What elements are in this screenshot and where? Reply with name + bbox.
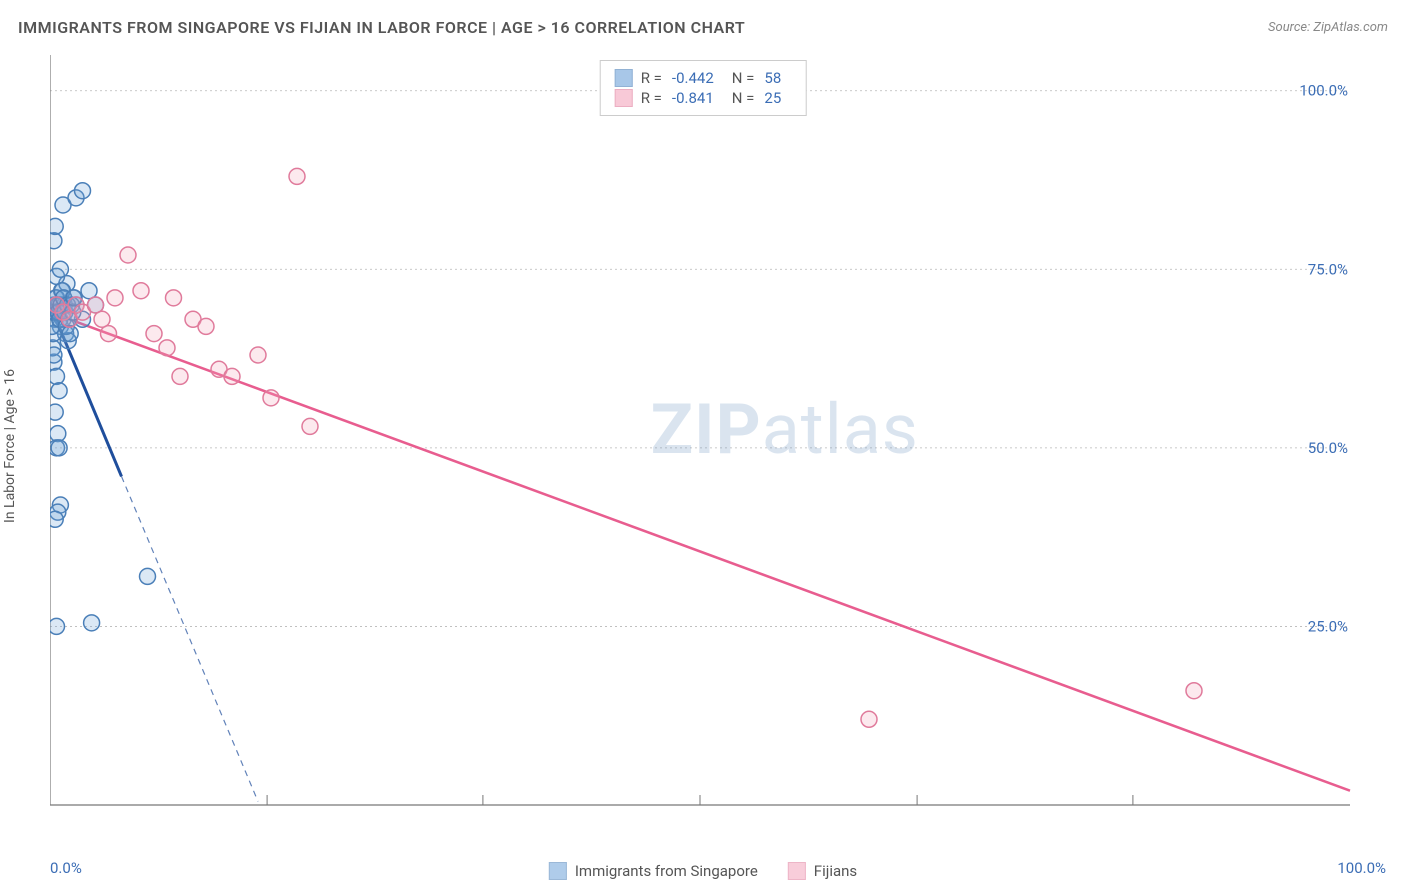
legend-stat-row: R = -0.841 N = 25 xyxy=(615,89,792,107)
y-axis-label: In Labor Force | Age > 16 xyxy=(2,369,18,523)
svg-text:75.0%: 75.0% xyxy=(1308,260,1348,278)
legend-swatch xyxy=(788,862,806,880)
n-value: 25 xyxy=(764,89,781,107)
source-label: Source: ZipAtlas.com xyxy=(1268,20,1388,35)
chart-plot-area: 25.0%50.0%75.0%100.0% ZIPatlas xyxy=(50,55,1386,837)
n-label: N = xyxy=(732,69,755,87)
n-label: N = xyxy=(732,89,755,107)
r-label: R = xyxy=(641,69,662,87)
x-tick-min: 0.0% xyxy=(50,859,82,877)
svg-text:100.0%: 100.0% xyxy=(1299,82,1348,100)
chart-title: IMMIGRANTS FROM SINGAPORE VS FIJIAN IN L… xyxy=(18,18,745,37)
x-tick-max: 100.0% xyxy=(1337,859,1386,877)
series-legend: Immigrants from Singapore Fijians xyxy=(549,862,857,880)
svg-text:25.0%: 25.0% xyxy=(1308,617,1348,635)
scatter-chart-svg: 25.0% 50.0% 75.0% 100.0% xyxy=(50,55,1386,837)
r-label: R = xyxy=(641,89,662,107)
series-legend-item: Fijians xyxy=(788,862,857,880)
legend-stat-row: R = -0.442 N = 58 xyxy=(615,69,792,87)
legend-swatch xyxy=(615,69,633,87)
series-name: Immigrants from Singapore xyxy=(575,862,758,880)
n-value: 58 xyxy=(764,69,781,87)
r-value: -0.841 xyxy=(672,89,714,107)
series-legend-item: Immigrants from Singapore xyxy=(549,862,758,880)
correlation-legend: R = -0.442 N = 58 R = -0.841 N = 25 xyxy=(600,60,807,116)
legend-swatch xyxy=(549,862,567,880)
series-name: Fijians xyxy=(814,862,857,880)
r-value: -0.442 xyxy=(672,69,714,87)
svg-text:50.0%: 50.0% xyxy=(1308,439,1348,457)
legend-swatch xyxy=(615,89,633,107)
